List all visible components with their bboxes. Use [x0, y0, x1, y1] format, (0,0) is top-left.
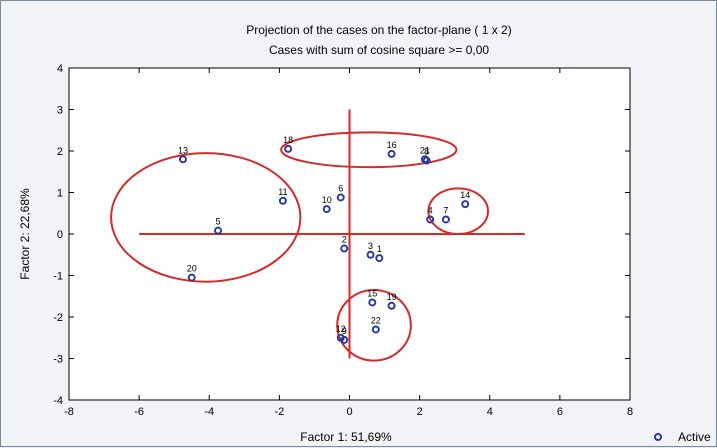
chart-subtitle: Cases with sum of cosine square >= 0,00 — [269, 43, 489, 57]
legend-label: Active — [678, 430, 711, 444]
x-tick-label: 4 — [487, 406, 493, 418]
legend: Active — [654, 430, 711, 444]
data-point-label: 20 — [187, 264, 197, 274]
data-point-label: 3 — [368, 241, 373, 251]
annotation-ellipse — [110, 152, 302, 283]
data-point-label: 16 — [387, 140, 397, 150]
y-axis-label: Factor 2: 22,68% — [18, 188, 32, 280]
data-point-label: 8 — [424, 147, 429, 157]
x-tick-label: -8 — [64, 406, 74, 418]
y-tick-label: -3 — [53, 354, 63, 366]
data-point — [375, 254, 384, 263]
y-tick-label: 1 — [57, 188, 63, 200]
data-point-label: 2 — [342, 235, 347, 245]
x-tick-label: -6 — [134, 406, 144, 418]
data-point — [426, 215, 435, 224]
data-point-label: 10 — [322, 195, 332, 205]
data-point — [387, 301, 396, 310]
data-point — [340, 244, 349, 253]
data-point-label: 9 — [342, 326, 347, 336]
points: 13 18 16 218 11 6 10 5 14 4 7 2 3 1 20 15 19 22 129 — [178, 135, 470, 344]
data-point-label: 7 — [443, 205, 448, 215]
annotation-ellipse — [427, 187, 489, 236]
x-tick-label: 6 — [557, 406, 563, 418]
annotation-ellipse — [336, 289, 412, 362]
x-tick-label: -4 — [204, 406, 214, 418]
data-point — [461, 200, 470, 209]
data-point — [340, 335, 349, 344]
data-point — [278, 196, 287, 205]
annotation-ellipse — [280, 131, 458, 169]
data-point-label: 13 — [178, 145, 188, 155]
data-point-label: 1 — [377, 244, 382, 254]
data-point-label: 6 — [338, 183, 343, 193]
data-point — [366, 250, 375, 259]
data-point — [187, 273, 196, 282]
data-point — [441, 215, 450, 224]
x-axis: -8 -6 -4 -2 0 2 4 6 8 — [64, 68, 633, 418]
y-tick-label: 3 — [57, 105, 63, 117]
data-point — [336, 193, 345, 202]
chart-title: Projection of the cases on the factor-pl… — [246, 23, 511, 37]
x-axis-label: Factor 1: 51,69% — [300, 430, 392, 444]
data-point — [322, 205, 331, 214]
data-point-label: 15 — [367, 288, 377, 298]
data-point-label: 5 — [216, 217, 221, 227]
x-tick-label: 0 — [346, 406, 352, 418]
data-point-label: 12 — [336, 324, 346, 334]
data-point-label: 14 — [460, 190, 470, 200]
data-point — [214, 226, 223, 235]
x-tick-label: -2 — [274, 406, 284, 418]
legend-marker — [654, 433, 662, 441]
data-point — [387, 149, 396, 158]
data-point-label: 22 — [371, 315, 381, 325]
x-tick-label: 8 — [627, 406, 633, 418]
data-point-label: 18 — [283, 135, 293, 145]
data-point — [178, 155, 187, 164]
data-point — [368, 298, 377, 307]
data-point-label: 4 — [428, 205, 433, 215]
x-tick-label: 2 — [417, 406, 423, 418]
y-tick-label: 0 — [57, 229, 63, 241]
y-tick-label: -4 — [53, 395, 63, 407]
y-tick-label: -2 — [53, 312, 63, 324]
data-point-label: 19 — [387, 292, 397, 302]
y-tick-label: -1 — [53, 271, 63, 283]
data-point — [371, 325, 380, 334]
data-point — [284, 144, 293, 153]
annotations — [110, 109, 525, 362]
y-tick-label: 4 — [57, 63, 63, 75]
y-tick-label: 2 — [57, 146, 63, 158]
data-point — [422, 156, 431, 165]
data-point-label: 11 — [278, 187, 287, 197]
data-point-label: 21 — [420, 145, 430, 155]
